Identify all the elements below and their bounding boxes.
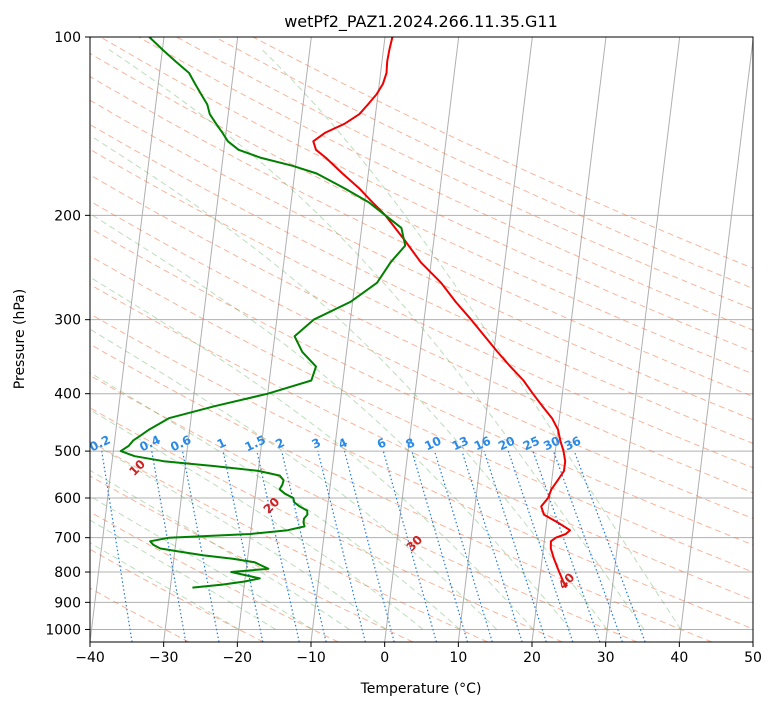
dry-adiabat-line [90,52,753,375]
x-axis: −40 −30 −20 −10 0 10 20 30 40 50 [75,642,762,666]
moist-adiabat-line [90,328,498,630]
moist-adiabat-line [90,495,313,630]
dry-adiabat-line [176,37,753,310]
x-tick-label: −20 [223,650,253,666]
moist-adiabat-line [90,213,571,630]
dry-adiabat-line [90,200,753,520]
x-tick-label: 40 [670,650,688,666]
x-tick-label: 20 [523,650,541,666]
mixing-ratio-line [461,450,523,642]
mixing-ratio-lines [101,450,646,642]
dry-adiabat-line [90,440,488,642]
x-tick-label: 30 [597,650,615,666]
mixing-ratio-line [343,450,395,642]
mixing-ratio-label: 36 [562,434,583,454]
temperature-line [312,37,571,588]
isotherm-line [605,37,681,642]
x-tick-label: −10 [296,650,326,666]
y-axis: 100 200 300 400 500 600 700 800 900 1000 [45,30,90,638]
mixing-ratio-line [281,450,327,642]
mixing-ratio-line [151,450,187,642]
y-tick-label: 1000 [45,622,81,638]
moist-adiabat-lines [90,49,682,630]
chart-title: wetPf2_PAZ1.2024.266.11.35.G11 [284,12,558,32]
mixing-ratio-line [434,450,493,642]
dry-adiabat-line [90,475,414,642]
x-axis-label: Temperature (°C) [360,681,482,697]
moist-adiabat-line [108,49,645,630]
isotherm-line [236,37,312,642]
dry-adiabat-line [90,227,753,546]
mixing-ratio-line [382,450,437,642]
dry-adiabat-line [90,283,753,601]
dewpoint-line [119,37,407,589]
mixing-ratio-label: 30 [541,434,562,454]
plot-frame [89,36,754,643]
mixing-ratio-line [101,451,133,642]
x-tick-label: −30 [149,650,179,666]
x-tick-label: 50 [744,650,762,666]
y-tick-label: 300 [54,313,81,329]
dry-adiabat-line [90,374,638,642]
moist-adiabat-line [261,49,682,630]
mixing-ratio-line [317,450,366,642]
mixing-ratio-line [552,450,623,642]
y-tick-label: 400 [54,387,81,403]
mixing-ratio-label: 10 [422,434,443,454]
x-tick-label: 0 [380,650,389,666]
mixing-ratio-line [507,450,574,642]
isotherm-line [90,37,165,642]
y-tick-label: 200 [54,208,81,224]
y-axis-label: Pressure (hPa) [12,289,28,389]
series-lines [119,37,571,589]
isotherm-line [384,37,460,642]
mixing-ratio-label: 13 [450,434,471,454]
y-tick-label: 100 [54,30,81,46]
dry-adiabat-lines [90,37,753,642]
dry-adiabat-line [90,148,753,469]
mixing-ratio-line [181,450,220,642]
moist-adiabat-line [90,372,461,630]
mixing-ratio-line [411,450,469,642]
y-tick-label: 600 [54,491,81,507]
dry-adiabat-line [90,124,753,444]
mixing-ratio-line [532,450,601,642]
mixing-ratio-line [256,450,300,642]
y-tick-label: 500 [54,444,81,460]
moist-adiabat-line [90,469,350,630]
mixing-ratio-label: 25 [521,434,542,454]
mixing-ratio-label: 16 [472,434,493,454]
plot-area: −100−90−80−70−60−50−40−30−20−10010203040… [90,37,753,642]
isotherm-line [457,37,533,642]
dry-adiabat-line [90,313,753,630]
mixing-ratio-line [483,450,547,642]
mixing-ratio-label: 20 [496,434,517,454]
isotherm-line [678,37,753,642]
mixing-ratio-line [222,450,264,642]
dry-adiabat-line [90,343,712,642]
y-tick-label: 700 [54,531,81,547]
dry-adiabat-line [90,255,753,573]
x-tick-label: −40 [75,650,105,666]
dry-adiabat-line [100,37,753,353]
y-tick-label: 900 [54,595,81,611]
y-tick-label: 800 [54,565,81,581]
moist-adiabat-line [90,441,387,630]
dry-adiabat-line [90,548,264,642]
dry-adiabat-line [90,407,563,642]
moist-adiabat-line [90,134,608,630]
isotherm-line [310,37,386,642]
dry-adiabat-line [214,37,753,289]
isotherm-lines [90,37,753,642]
dry-adiabat-line [90,511,339,642]
x-tick-label: 10 [449,650,467,666]
